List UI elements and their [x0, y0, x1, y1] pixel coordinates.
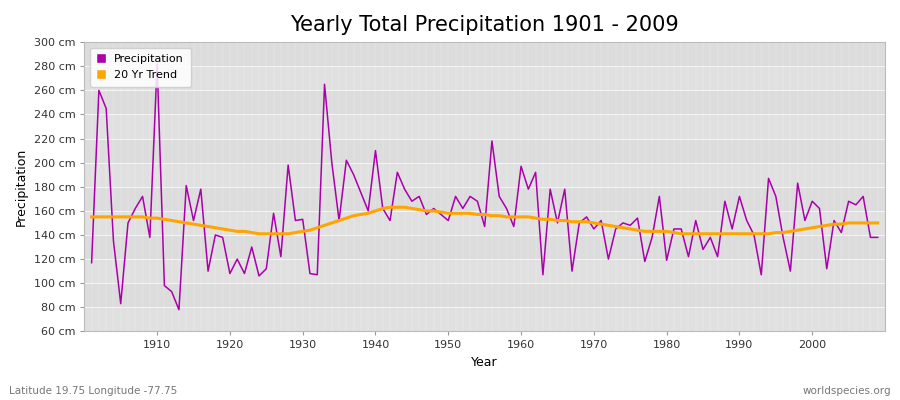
Bar — [85, 42, 885, 66]
Precipitation — [320, 82, 330, 87]
20 Yr Trend — [872, 220, 883, 225]
Precipitation — [523, 187, 534, 192]
Bar — [85, 211, 885, 235]
Y-axis label: Precipitation: Precipitation — [15, 148, 28, 226]
20 Yr Trend — [356, 212, 366, 217]
Line: Precipitation: Precipitation — [92, 64, 878, 310]
20 Yr Trend — [312, 225, 323, 230]
Bar — [85, 283, 885, 307]
Precipitation — [144, 235, 155, 240]
Bar — [85, 187, 885, 211]
20 Yr Trend — [530, 216, 541, 220]
Precipitation — [86, 260, 97, 265]
20 Yr Trend — [617, 225, 628, 230]
Title: Yearly Total Precipitation 1901 - 2009: Yearly Total Precipitation 1901 - 2009 — [291, 15, 679, 35]
Precipitation — [174, 307, 184, 312]
Bar — [85, 66, 885, 90]
Bar — [85, 114, 885, 138]
X-axis label: Year: Year — [472, 356, 498, 369]
20 Yr Trend — [384, 205, 395, 210]
Bar — [85, 90, 885, 114]
Bar — [85, 138, 885, 163]
Precipitation — [617, 220, 628, 225]
Bar — [85, 307, 885, 332]
Precipitation — [530, 170, 541, 175]
Legend: Precipitation, 20 Yr Trend: Precipitation, 20 Yr Trend — [90, 48, 191, 86]
20 Yr Trend — [86, 214, 97, 219]
Text: Latitude 19.75 Longitude -77.75: Latitude 19.75 Longitude -77.75 — [9, 386, 177, 396]
Bar — [85, 235, 885, 259]
20 Yr Trend — [523, 214, 534, 219]
Precipitation — [152, 62, 163, 66]
Bar — [85, 163, 885, 187]
Precipitation — [363, 208, 374, 213]
Precipitation — [872, 235, 883, 240]
Bar — [85, 259, 885, 283]
20 Yr Trend — [254, 231, 265, 236]
Text: worldspecies.org: worldspecies.org — [803, 386, 891, 396]
20 Yr Trend — [144, 216, 155, 220]
Line: 20 Yr Trend: 20 Yr Trend — [92, 207, 878, 234]
